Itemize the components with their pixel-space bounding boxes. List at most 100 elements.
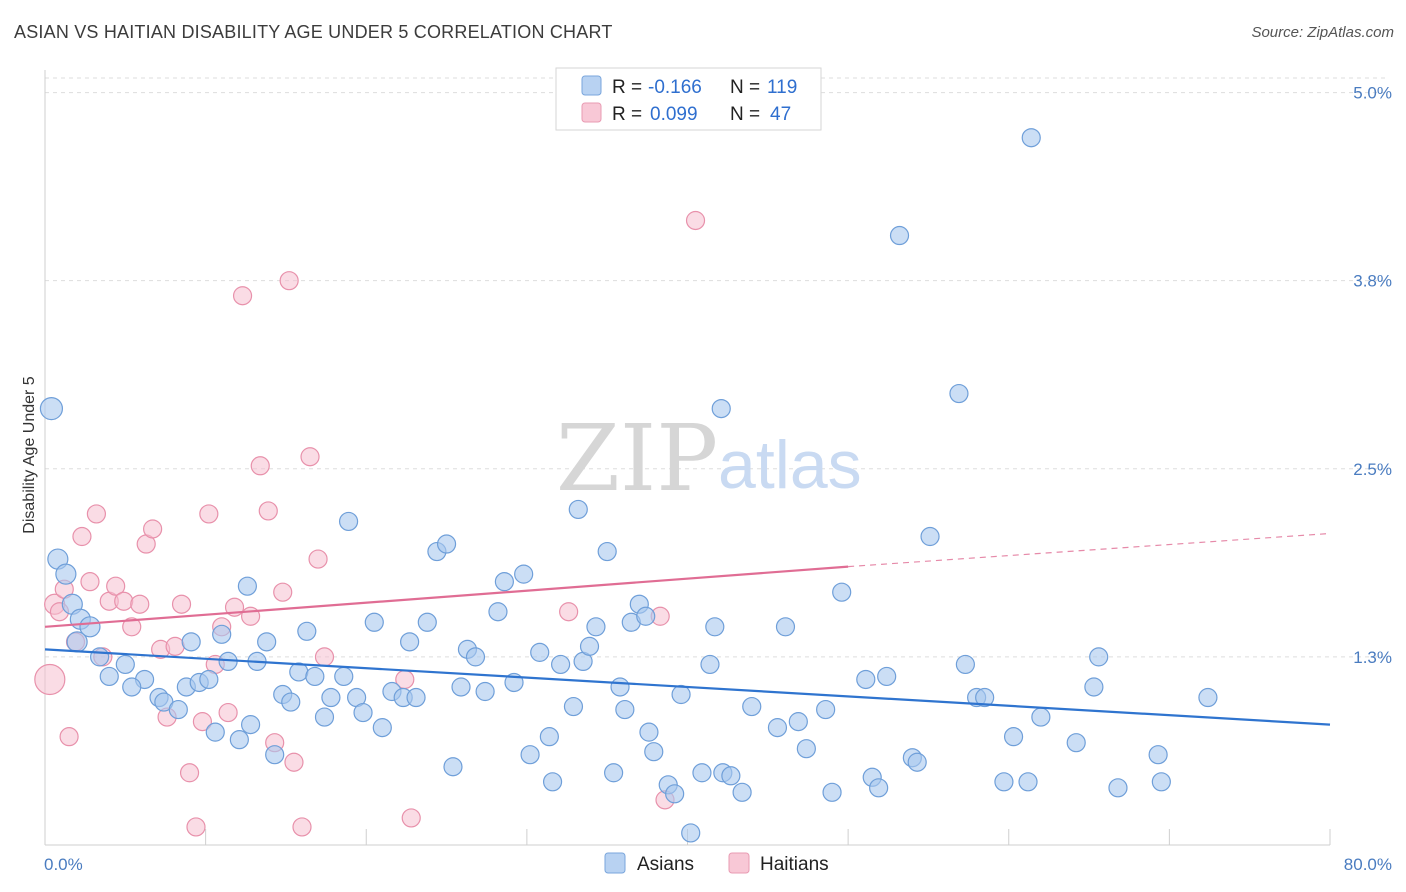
asians-point-85: [721, 766, 741, 786]
asians-point-66: [586, 617, 606, 637]
asians-point-92: [816, 699, 836, 720]
asians-point-68: [604, 763, 624, 783]
watermark-atlas: atlas: [718, 427, 862, 503]
x-tick-label-0: 0.0%: [44, 855, 83, 874]
haitians-point-19: [165, 636, 185, 656]
asians-point-19: [205, 722, 225, 742]
asians-point-35: [334, 666, 354, 687]
asians-point-54: [494, 572, 514, 592]
asians-point-113: [1089, 647, 1109, 667]
asians-point-53: [488, 602, 508, 622]
haitians-point-37: [292, 817, 312, 837]
asians-point-47: [436, 534, 457, 554]
haitians-trend-line: [44, 565, 849, 628]
asians-point-11: [122, 677, 142, 697]
asians-point-36: [338, 511, 359, 532]
asians-point-34: [321, 687, 341, 708]
haitians-point-21: [179, 763, 200, 783]
asians-point-98: [877, 666, 897, 687]
legend-haitians-swatch: [581, 102, 602, 123]
haitians-point-12: [114, 591, 134, 611]
haitians-point-6: [72, 526, 92, 547]
haitians-point-8: [86, 504, 107, 524]
asians-point-75: [644, 742, 664, 762]
asians-point-49: [451, 677, 471, 697]
asians-point-57: [520, 745, 540, 765]
asians-point-115: [1148, 745, 1168, 765]
asians-point-118: [1021, 128, 1041, 148]
asians-point-91: [796, 739, 816, 759]
asians-point-0: [39, 396, 64, 421]
asians-point-27: [265, 745, 285, 765]
asians-point-29: [281, 692, 301, 712]
asians-point-18: [181, 632, 201, 652]
haitians-point-46: [685, 210, 706, 231]
legend-haitians-n-label: N =: [730, 104, 760, 125]
asians-trend-line: [44, 648, 1331, 726]
watermark-zip: ZIP: [556, 405, 718, 512]
asians-point-103: [949, 383, 969, 404]
asians-point-104: [955, 654, 975, 675]
asians-point-20: [212, 624, 232, 644]
asians-point-61: [551, 654, 571, 675]
legend-asians-swatch: [581, 75, 602, 96]
asians-point-63: [568, 499, 588, 520]
asians-point-116: [1151, 772, 1171, 792]
haitians-point-16: [143, 519, 163, 539]
asians-point-99: [889, 225, 910, 246]
asians-point-59: [539, 727, 559, 747]
haitians-point-32: [258, 501, 278, 521]
asians-point-82: [705, 617, 725, 637]
y-tick-label-1: 2.5%: [1353, 460, 1392, 479]
asians-point-48: [443, 757, 463, 777]
asians-point-38: [353, 702, 373, 723]
haitians-point-22: [186, 817, 206, 837]
asians-point-89: [775, 617, 796, 637]
asians-point-33: [314, 707, 335, 727]
series-legend: Asians Haitians: [604, 852, 829, 875]
asians-point-86: [732, 782, 752, 802]
x-tick-labels: 0.0% 80.0%: [44, 855, 1392, 874]
asians-point-44: [400, 632, 420, 652]
haitians-point-31: [250, 456, 270, 476]
x-tick-label-1: 80.0%: [1344, 855, 1392, 874]
haitians-points: [34, 210, 706, 837]
legend-asians-n-label: N =: [730, 77, 760, 98]
asians-point-40: [372, 718, 392, 738]
asians-point-6: [66, 631, 88, 653]
asians-points: [39, 128, 1218, 843]
asians-point-22: [229, 730, 249, 750]
asians-point-69: [610, 677, 630, 697]
asians-point-32: [305, 666, 325, 687]
asians-point-62: [563, 696, 584, 717]
watermark: ZIP atlas: [556, 405, 862, 512]
haitians-point-27: [218, 702, 238, 723]
asians-point-5: [79, 616, 101, 638]
y-tick-label-2: 3.8%: [1353, 272, 1392, 291]
haitians-point-43: [559, 602, 579, 622]
axes: [44, 70, 1331, 846]
asians-point-58: [530, 642, 550, 662]
asians-point-90: [788, 712, 808, 732]
asians-point-43: [406, 687, 426, 708]
haitians-point-38: [300, 447, 320, 467]
asians-point-112: [1084, 677, 1104, 697]
asians-point-107: [994, 772, 1014, 792]
trend-lines: [44, 532, 1331, 726]
asians-point-17: [199, 669, 219, 690]
asians-point-65: [579, 636, 600, 656]
chart-title: ASIAN VS HAITIAN DISABILITY AGE UNDER 5 …: [14, 22, 613, 42]
asians-point-74: [639, 722, 659, 742]
asians-point-80: [692, 763, 712, 783]
asians-point-7: [90, 647, 110, 667]
asians-point-67: [597, 541, 617, 562]
asians-point-56: [514, 564, 534, 584]
asians-point-60: [542, 772, 563, 792]
asians-point-95: [856, 669, 876, 690]
asians-point-110: [1031, 707, 1051, 727]
legend-haitians-r-label: R =: [612, 104, 642, 125]
series-legend-haitians-label: Haitians: [760, 854, 829, 875]
asians-point-78: [671, 684, 691, 705]
haitians-point-14: [130, 594, 150, 614]
